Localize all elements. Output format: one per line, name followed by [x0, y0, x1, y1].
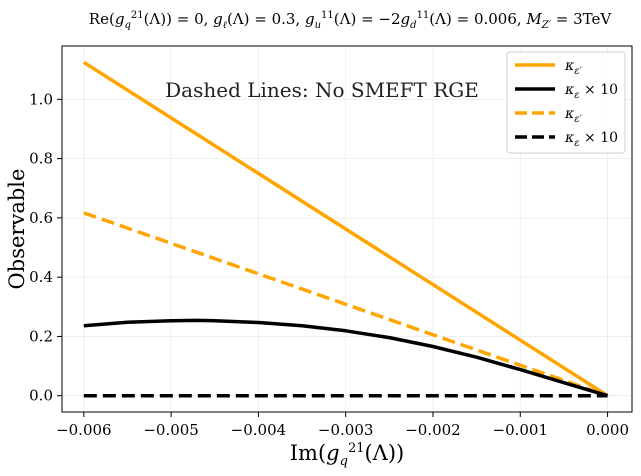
x-tick-label: −0.003 — [318, 421, 374, 439]
y-axis-label: Observable — [5, 169, 29, 290]
y-tick-label: 0.2 — [29, 327, 53, 345]
x-tick-label: −0.002 — [405, 421, 461, 439]
x-tick-label: −0.004 — [231, 421, 287, 439]
y-tick-label: 0.4 — [29, 268, 53, 286]
chart-title: Re(gq21(Λ)) = 0, gℓ(Λ) = 0.3, gu11(Λ) = … — [89, 10, 613, 31]
annotation-text: Dashed Lines: No SMEFT RGE — [165, 78, 479, 102]
y-tick-label: 0.0 — [29, 387, 53, 405]
series-kappa-eps-prime-dashed — [83, 211, 609, 398]
x-tick-label: −0.005 — [143, 421, 199, 439]
y-tick-label: 0.8 — [29, 150, 53, 168]
x-axis-label: Im(gq21(Λ)) — [290, 441, 404, 469]
series-kappa-eps-solid — [83, 318, 609, 398]
x-tick-label: −0.006 — [56, 421, 112, 439]
plot-frame — [61, 45, 633, 413]
x-tick-label: 0.000 — [586, 421, 629, 439]
series-layer — [82, 60, 609, 398]
legend: κε′ κε × 10 κε′ κε × 10 — [506, 51, 626, 154]
axis-ticks: −0.006 −0.005 −0.004 −0.003 −0.002 −0.001 0.00… — [29, 90, 629, 439]
legend-box — [506, 51, 626, 154]
y-tick-label: 1.0 — [29, 90, 53, 108]
series-kappa-eps-prime-solid — [82, 60, 609, 398]
y-tick-label: 0.6 — [29, 209, 53, 227]
x-tick-label: −0.001 — [493, 421, 549, 439]
